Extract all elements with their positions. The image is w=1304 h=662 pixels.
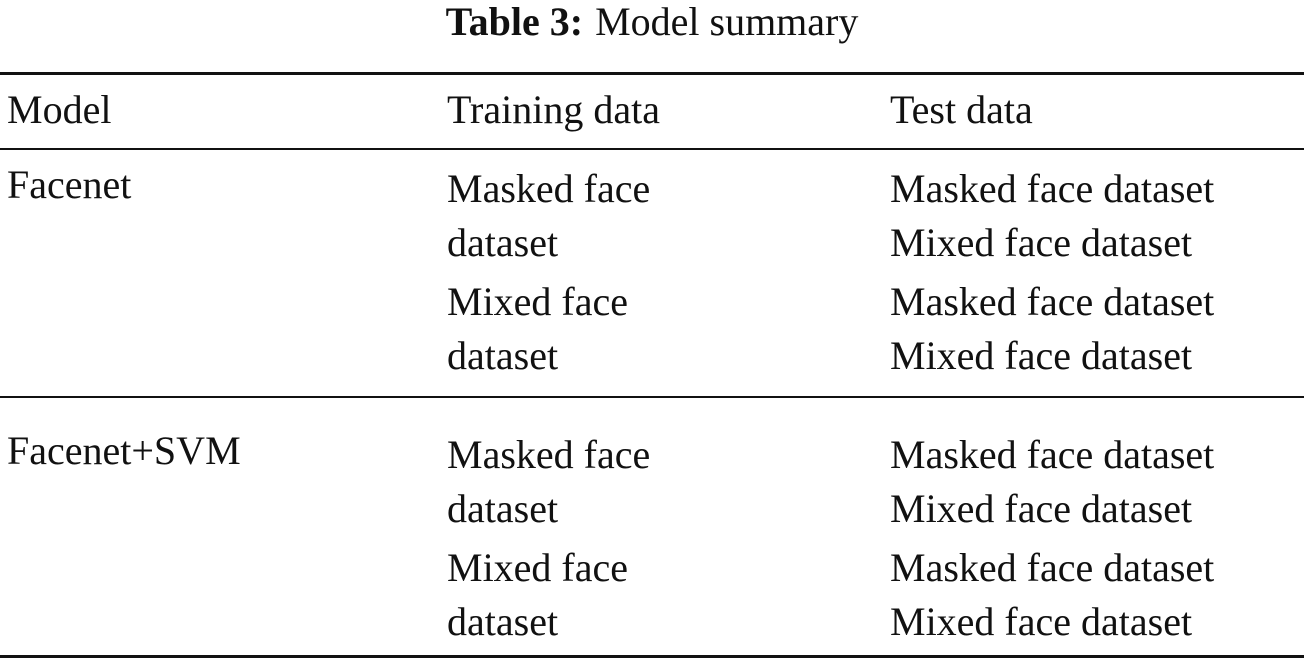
training-cell: Masked face dataset (447, 166, 651, 265)
top-rule (0, 72, 1304, 75)
test-cell: Masked face dataset (890, 545, 1215, 590)
training-cell: Mixed face dataset (447, 545, 629, 644)
test-cell: Masked face dataset (890, 166, 1215, 211)
header-rule (0, 148, 1304, 150)
test-cell: Mixed face dataset (890, 486, 1193, 531)
test-cell: Mixed face dataset (890, 220, 1193, 265)
header-cell: Test data (890, 87, 1033, 132)
caption: Table 3: Model summary (0, 0, 1304, 49)
caption-label: Table 3: (445, 0, 584, 44)
training-cell: Masked face dataset (447, 432, 651, 531)
test-cell: Mixed face dataset (890, 333, 1193, 378)
test-cell: Mixed face dataset (890, 599, 1193, 644)
model-cell: Facenet+SVM (7, 428, 241, 473)
caption-text: Model summary (595, 0, 859, 44)
header-cell: Model (7, 87, 112, 132)
test-cell: Masked face dataset (890, 279, 1215, 324)
bottom-rule (0, 655, 1304, 658)
header-cell: Training data (447, 87, 660, 132)
section-rule (0, 396, 1304, 398)
model-cell: Facenet (7, 162, 132, 207)
training-cell: Mixed face dataset (447, 279, 629, 378)
test-cell: Masked face dataset (890, 432, 1215, 477)
